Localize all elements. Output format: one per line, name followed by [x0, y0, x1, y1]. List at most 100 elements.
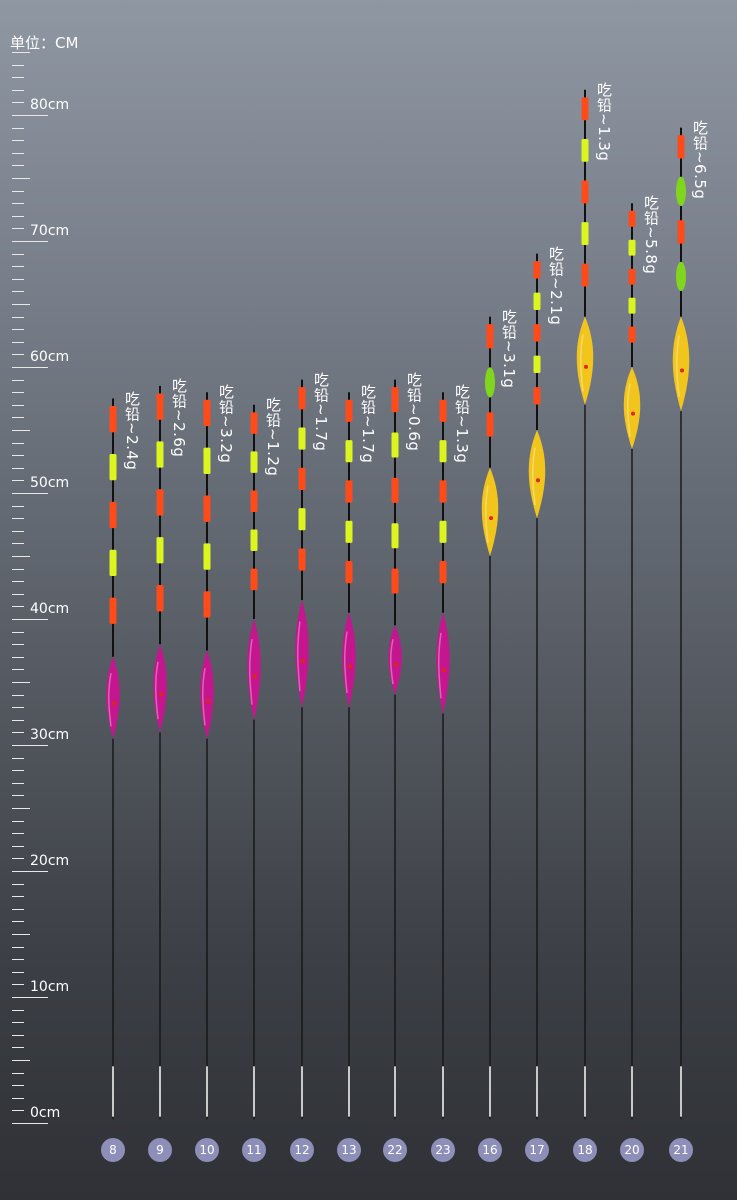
ruler-tick — [12, 984, 24, 986]
tip-segment-yellow — [439, 440, 447, 463]
ruler-tick — [12, 883, 24, 885]
float-body-dot — [112, 701, 116, 706]
ruler-tick — [12, 77, 24, 79]
float-body-highlight — [344, 631, 348, 694]
ruler-tick — [12, 304, 30, 305]
float-body-highlight — [202, 668, 206, 726]
tip-segment-red — [439, 561, 447, 584]
tip-segment-red — [203, 495, 211, 522]
float-body-highlight — [580, 334, 584, 392]
ruler-major-tick — [12, 241, 48, 242]
ruler-tick — [12, 921, 24, 923]
tip-segment-red — [677, 135, 685, 159]
float-weight-label: 吃铅~2.6g — [170, 377, 188, 458]
tip-segment-yellow — [581, 222, 589, 245]
tip-segment-red — [533, 387, 541, 405]
float-weight-label: 吃铅~1.3g — [595, 81, 613, 162]
ruler-tick — [12, 215, 24, 217]
float-body-dot — [680, 368, 684, 373]
tip-segment-red — [203, 591, 211, 618]
float-body-dot — [394, 662, 398, 667]
float-body — [623, 367, 641, 449]
float-body-dot — [631, 411, 635, 416]
float-number-badge: 20 — [620, 1138, 644, 1162]
float-body — [528, 430, 546, 519]
float-body — [481, 467, 499, 556]
ruler-tick — [12, 669, 24, 671]
ruler-tick — [12, 228, 24, 230]
ruler-tick — [12, 782, 24, 784]
ruler-tick — [12, 354, 24, 356]
ruler-major-tick — [12, 619, 48, 620]
tip-segment-red — [581, 97, 589, 121]
ruler-tick — [12, 253, 24, 255]
ruler-tick — [12, 1072, 24, 1074]
tip-segment-yellow — [439, 520, 447, 543]
ruler-tick — [12, 190, 24, 192]
float-body-dot — [159, 692, 163, 697]
tip-segment-yellow — [628, 239, 636, 256]
ruler-tick — [12, 908, 24, 910]
ruler-label: 60cm — [30, 349, 70, 365]
ruler-tick — [12, 896, 24, 898]
float-body-dot — [253, 674, 257, 679]
float-number-badge: 13 — [337, 1138, 361, 1162]
float-body-highlight — [297, 621, 301, 692]
tip-segment-red — [298, 548, 306, 571]
ruler-tick — [12, 1034, 24, 1036]
ruler-tick — [12, 316, 24, 318]
tip-segment-red — [156, 393, 164, 420]
tip-segment-yellow — [628, 297, 636, 314]
tip-segment-red — [439, 399, 447, 422]
float-weight-label: 吃铅~3.1g — [500, 308, 518, 389]
tip-segment-yellow — [250, 529, 258, 552]
tip-segment-red — [203, 399, 211, 427]
ruler-major-tick — [12, 115, 48, 116]
float-body — [106, 656, 120, 739]
float-body-highlight — [390, 639, 394, 685]
ruler-tick — [12, 971, 24, 973]
ruler-tick — [12, 1085, 24, 1087]
tip-segment-red — [439, 480, 447, 503]
float-body — [153, 644, 167, 733]
tip-segment-red — [486, 412, 494, 437]
ruler-label: 0cm — [30, 1105, 61, 1121]
ruler-tick — [12, 417, 24, 419]
float-weight-label: 吃铅~5.8g — [642, 195, 660, 275]
float-weight-label: 吃铅~2.4g — [123, 390, 141, 470]
ruler-tick — [12, 845, 24, 847]
ruler-tick — [12, 543, 24, 545]
ruler-tick — [12, 127, 24, 129]
float-number-badge: 18 — [573, 1138, 597, 1162]
ruler-tick — [12, 719, 24, 721]
ruler-tick — [12, 1009, 24, 1011]
ruler-label: 70cm — [30, 223, 70, 239]
tip-segment-red — [109, 406, 117, 433]
ruler-tick — [12, 556, 30, 557]
tip-segment-yellow — [109, 549, 117, 577]
tip-segment-green — [676, 261, 686, 292]
ruler-tick — [12, 631, 24, 633]
ruler-tick — [12, 858, 24, 860]
tip-segment-red — [391, 568, 399, 594]
ruler-tick — [12, 732, 24, 734]
float-number-badge: 17 — [525, 1138, 549, 1162]
unit-label: 单位：CM — [10, 34, 79, 52]
ruler-tick — [12, 606, 24, 608]
float-body-highlight — [155, 661, 159, 720]
ruler-major-tick — [12, 997, 48, 998]
ruler-tick — [12, 530, 24, 532]
tip-segment-yellow — [533, 355, 541, 373]
float-weight-label: 吃铅~1.7g — [359, 384, 377, 464]
float-body — [436, 612, 450, 714]
tip-segment-red — [156, 489, 164, 516]
tip-segment-red — [109, 501, 117, 529]
tip-segment-red — [628, 326, 636, 343]
ruler-tick — [12, 404, 24, 406]
ruler-tick — [12, 946, 24, 948]
ruler-tick — [12, 1110, 24, 1112]
tip-segment-red — [628, 268, 636, 285]
tip-segment-red — [250, 412, 258, 434]
